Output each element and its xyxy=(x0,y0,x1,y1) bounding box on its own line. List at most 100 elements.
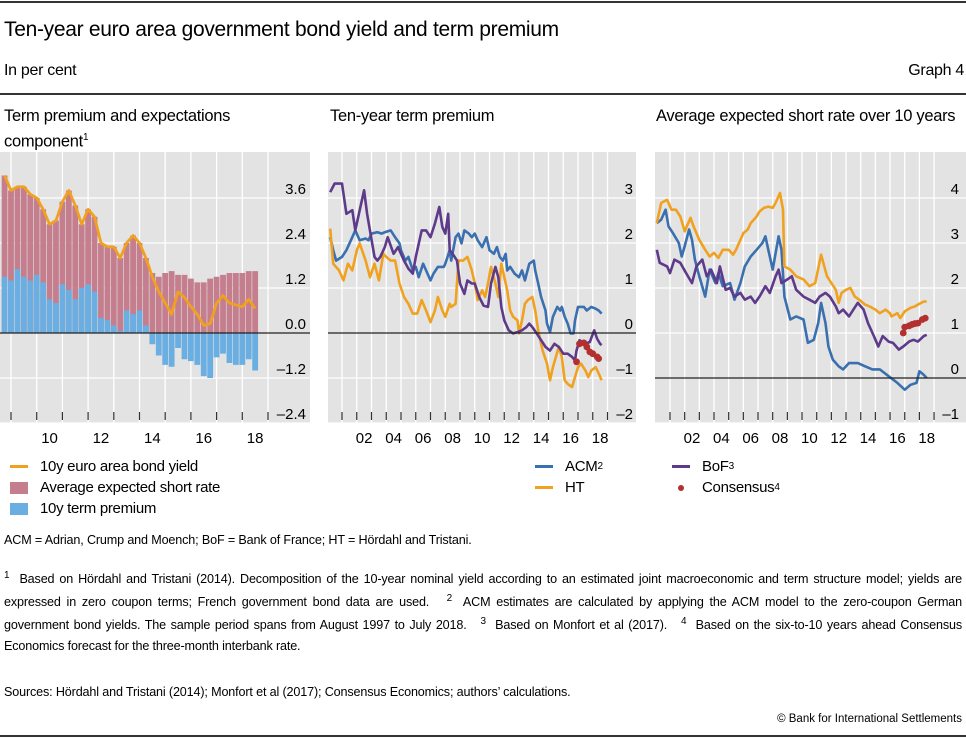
y-tick-label: 0 xyxy=(951,361,959,378)
y-tick-label: 0 xyxy=(625,316,633,333)
term-premium-bar xyxy=(155,333,162,356)
panel1-legend: 10y euro area bond yield Average expecte… xyxy=(10,456,220,519)
expected-short-rate-bar xyxy=(130,235,136,333)
copyright: © Bank for International Settlements xyxy=(777,713,962,725)
term-premium-bar xyxy=(162,333,169,365)
y-tick-label: 0.0 xyxy=(285,316,306,333)
term-premium-bar xyxy=(8,280,14,333)
term-premium-bar xyxy=(78,288,85,333)
footnote-mark: 3 xyxy=(480,616,486,628)
x-tick-label: 04 xyxy=(713,430,730,447)
expected-short-rate-bar xyxy=(232,273,239,333)
legend-item-expected-short-rate: Average expected short rate xyxy=(10,477,220,498)
panel3-title: Average expected short rate over 10 year… xyxy=(656,107,956,125)
y-tick-label: –2 xyxy=(616,406,633,423)
term-premium-bar xyxy=(123,310,130,333)
legend-item-yield: 10y euro area bond yield xyxy=(10,456,220,477)
x-tick-label: 18 xyxy=(592,430,609,447)
term-premium-bar xyxy=(85,284,91,333)
term-premium-bar xyxy=(91,291,98,333)
legend-item-ht: HT xyxy=(535,477,603,498)
term-premium-bar xyxy=(143,325,149,333)
expected-short-rate-bar xyxy=(46,224,53,333)
term-premium-bar xyxy=(72,299,79,333)
term-premium-bar xyxy=(213,333,220,358)
term-premium-bar xyxy=(59,284,66,333)
y-tick-label: 1 xyxy=(951,316,959,333)
x-tick-label: 08 xyxy=(772,430,789,447)
term-premium-bar xyxy=(20,276,27,333)
chart-title: Ten-year euro area government bond yield… xyxy=(4,18,559,41)
series-line-acm xyxy=(328,229,603,335)
term-premium-bar xyxy=(220,333,226,354)
bottom-rule xyxy=(0,735,966,737)
legend-label: Average expected short rate xyxy=(40,479,221,496)
expected-short-rate-bar xyxy=(53,220,59,333)
expected-short-rate-bar xyxy=(155,276,162,333)
term-premium-bar xyxy=(252,333,259,371)
consensus-point xyxy=(573,358,580,366)
expected-short-rate-bar xyxy=(33,198,40,333)
expected-short-rate-bar xyxy=(220,274,226,333)
panel1-title-text: Term premium and expectations component xyxy=(4,107,231,151)
term-premium-bar xyxy=(130,314,136,333)
term-premium-bar xyxy=(65,289,72,333)
x-tick-label: 16 xyxy=(889,430,906,447)
expected-short-rate-bar xyxy=(168,271,175,333)
footnote-4: Based on the six-to-10 years ahead Conse… xyxy=(4,618,963,653)
footnote-2: ACM estimates are calculated by applying… xyxy=(4,595,962,633)
legend-label: Consensus xyxy=(702,479,775,496)
expected-short-rate-bar xyxy=(59,201,66,333)
expected-short-rate-bar xyxy=(194,282,201,333)
legend-swatch xyxy=(678,484,684,491)
expected-short-rate-bar xyxy=(78,224,85,333)
legend-swatch xyxy=(10,465,28,468)
term-premium-bar xyxy=(149,333,156,345)
expected-short-rate-bar xyxy=(252,271,259,333)
expected-short-rate-bar xyxy=(72,205,79,333)
expected-short-rate-bar xyxy=(200,282,207,333)
footnote-mark: 3 xyxy=(728,461,735,472)
term-premium-bar xyxy=(104,319,111,333)
term-premium-bar xyxy=(226,333,233,363)
expected-short-rate-bar xyxy=(136,243,143,333)
series-line-bof xyxy=(655,249,928,351)
footnote-mark: 1 xyxy=(82,132,89,143)
term-premium-bar xyxy=(136,310,143,333)
expected-short-rate-bar xyxy=(85,209,91,333)
term-premium-bar xyxy=(245,333,252,360)
expected-short-rate-bar xyxy=(143,258,149,333)
legend-item-bof: BoF 3 xyxy=(672,456,780,477)
term-premium-bar xyxy=(194,333,201,365)
x-tick-label: 14 xyxy=(860,430,877,447)
header-rule xyxy=(0,93,966,95)
legend-label: HT xyxy=(565,479,585,496)
x-tick-label: 18 xyxy=(918,430,935,447)
consensus-point xyxy=(899,329,907,337)
y-tick-label: –1 xyxy=(942,406,959,423)
legend-item-consensus: Consensus 4 xyxy=(672,477,780,498)
expected-short-rate-bar xyxy=(27,194,34,333)
y-tick-label: 2.4 xyxy=(285,226,306,243)
term-premium-bar xyxy=(181,333,188,360)
graph-number: Graph 4 xyxy=(908,62,964,79)
expected-short-rate-bar xyxy=(65,190,72,333)
x-tick-label: 14 xyxy=(144,430,161,447)
x-tick-label: 04 xyxy=(385,430,402,447)
x-tick-label: 12 xyxy=(93,430,110,447)
consensus-point xyxy=(583,343,591,351)
footnote-mark: 4 xyxy=(681,616,687,628)
series-line-bof xyxy=(329,182,603,362)
sources-note: Sources: Hördahl and Tristani (2014); Mo… xyxy=(4,685,571,699)
abbreviations-note: ACM = Adrian, Crump and Moench; BoF = Ba… xyxy=(4,533,472,547)
term-premium-bar xyxy=(46,299,53,333)
expected-short-rate-bar xyxy=(245,271,252,333)
y-tick-label: 1.2 xyxy=(285,271,306,288)
expected-short-rate-bar xyxy=(14,186,21,333)
x-tick-label: 10 xyxy=(41,430,58,447)
legend-label: ACM xyxy=(565,458,598,475)
legend-swatch xyxy=(535,486,553,489)
expected-short-rate-bar xyxy=(181,274,188,333)
x-tick-label: 08 xyxy=(444,430,461,447)
